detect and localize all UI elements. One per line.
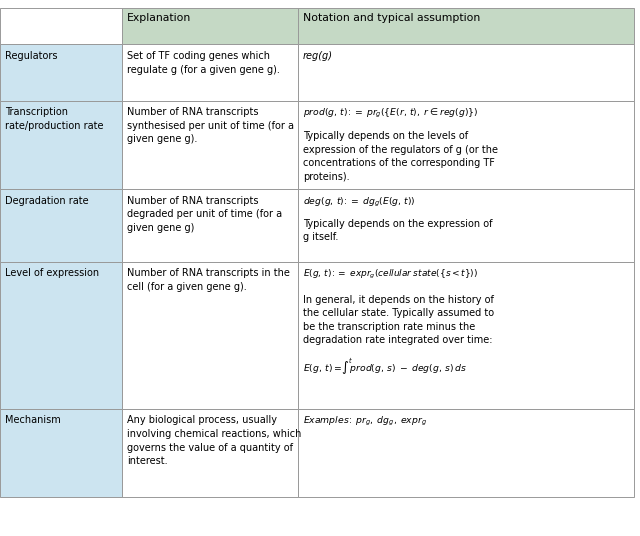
Text: Regulators: Regulators <box>5 51 58 61</box>
Bar <box>298 44 634 101</box>
Text: Degradation rate: Degradation rate <box>5 196 89 206</box>
Bar <box>0 8 122 44</box>
Bar <box>0 262 122 409</box>
Text: $\mathit{E(g,\,t) = \!\int^{\!t}\! prod(g,\,s)\;-\;deg(g,\,s)\,ds}$: $\mathit{E(g,\,t) = \!\int^{\!t}\! prod(… <box>303 356 467 377</box>
Text: Notation and typical assumption: Notation and typical assumption <box>303 13 480 23</box>
Bar <box>122 409 298 497</box>
Bar <box>0 101 122 189</box>
Bar <box>298 262 634 409</box>
Bar <box>298 101 634 189</box>
Text: Level of expression: Level of expression <box>5 268 99 278</box>
Bar <box>298 409 634 497</box>
Bar <box>0 44 122 101</box>
Text: Number of RNA transcripts
synthesised per unit of time (for a
given gene g).: Number of RNA transcripts synthesised pe… <box>127 107 294 144</box>
Text: Number of RNA transcripts in the
cell (for a given gene g).: Number of RNA transcripts in the cell (f… <box>127 268 289 292</box>
Text: $\mathit{Examples\!:\;pr_g,\;dg_g,\;expr_g}$: $\mathit{Examples\!:\;pr_g,\;dg_g,\;expr… <box>303 415 427 428</box>
Text: Typically depends on the expression of
g itself.: Typically depends on the expression of g… <box>303 219 492 242</box>
Text: $\mathit{prod(g,\,t)\!:=\;pr_g(\{E(r,\,t),\;r \in reg(g)\})}$: $\mathit{prod(g,\,t)\!:=\;pr_g(\{E(r,\,t… <box>303 107 478 120</box>
Text: Typically depends on the levels of
expression of the regulators of g (or the
con: Typically depends on the levels of expre… <box>303 131 498 182</box>
Text: $\mathit{E(g,\,t)\!:=\;expr_g(cellular\;state(\{s < t\}))}$: $\mathit{E(g,\,t)\!:=\;expr_g(cellular\;… <box>303 268 478 281</box>
Bar <box>0 409 122 497</box>
Bar <box>122 189 298 262</box>
Text: reg(g): reg(g) <box>303 51 333 61</box>
Bar <box>122 44 298 101</box>
Bar <box>298 8 634 44</box>
Text: $\mathit{deg(g,\,t)\!:=\;dg_g(E(g,\,t))}$: $\mathit{deg(g,\,t)\!:=\;dg_g(E(g,\,t))}… <box>303 196 415 209</box>
Bar <box>122 262 298 409</box>
Text: Set of TF coding genes which
regulate g (for a given gene g).: Set of TF coding genes which regulate g … <box>127 51 280 75</box>
Text: Mechanism: Mechanism <box>5 415 61 426</box>
Bar <box>0 189 122 262</box>
Text: Explanation: Explanation <box>127 13 191 23</box>
Text: In general, it depends on the history of
the cellular state. Typically assumed t: In general, it depends on the history of… <box>303 295 494 345</box>
Bar <box>122 8 298 44</box>
Bar <box>122 101 298 189</box>
Text: Transcription
rate/production rate: Transcription rate/production rate <box>5 107 104 131</box>
Bar <box>298 189 634 262</box>
Text: Number of RNA transcripts
degraded per unit of time (for a
given gene g): Number of RNA transcripts degraded per u… <box>127 196 282 233</box>
Text: Any biological process, usually
involving chemical reactions, which
governs the : Any biological process, usually involvin… <box>127 415 301 466</box>
